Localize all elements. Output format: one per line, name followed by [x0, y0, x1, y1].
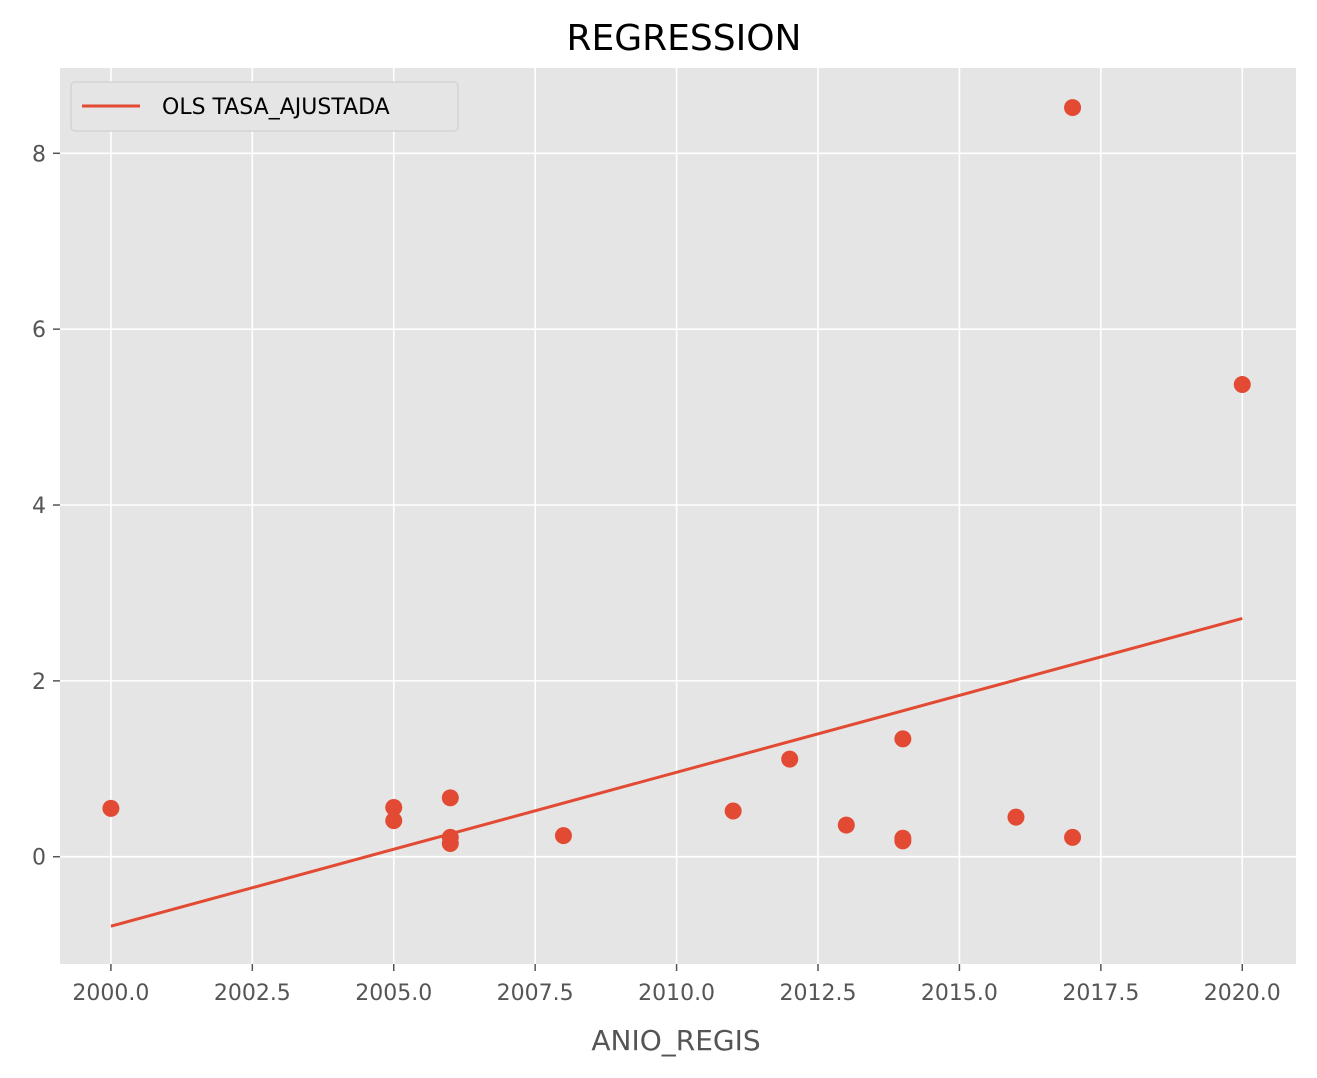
- x-tick-label: 2010.0: [638, 981, 715, 1006]
- scatter-point: [1233, 376, 1251, 394]
- y-tick-label: 4: [32, 494, 46, 519]
- scatter-point: [554, 827, 572, 845]
- scatter-point: [441, 835, 459, 853]
- x-tick-label: 2007.5: [497, 981, 574, 1006]
- y-tick-label: 0: [32, 846, 46, 871]
- y-tick-label: 6: [32, 318, 46, 343]
- plot-area: [60, 68, 1296, 964]
- scatter-point: [441, 789, 459, 807]
- x-tick-label: 2012.5: [780, 981, 857, 1006]
- scatter-points: [102, 99, 1251, 853]
- scatter-point: [837, 816, 855, 834]
- scatter-point: [894, 832, 912, 850]
- scatter-point: [1064, 828, 1082, 846]
- scatter-point: [1007, 808, 1025, 826]
- x-tick-label: 2015.0: [921, 981, 998, 1006]
- y-tick-label: 8: [32, 142, 46, 167]
- x-axis-label: ANIO_REGIS: [591, 1024, 760, 1057]
- scatter-point: [894, 730, 912, 748]
- ols-regression-line: [110, 616, 1243, 928]
- x-tick-label: 2005.0: [355, 981, 432, 1006]
- x-axis: 2000.0 2002.5 2005.0 2007.5 2010.0 2012.5 2015…: [72, 964, 1281, 1006]
- scatter-point: [102, 799, 120, 817]
- scatter-point: [1064, 99, 1082, 117]
- legend-label: OLS TASA_AJUSTADA: [162, 95, 390, 120]
- chart-title: REGRESSION: [566, 18, 801, 59]
- regression-line-layer: [110, 616, 1243, 928]
- scatter-point: [385, 798, 403, 816]
- y-tick-label: 2: [32, 670, 46, 695]
- legend: OLS TASA_AJUSTADA: [70, 81, 459, 132]
- x-tick-label: 2020.0: [1204, 981, 1281, 1006]
- y-axis: 0 2 4 6 8: [32, 142, 60, 871]
- x-tick-label: 2002.5: [214, 981, 291, 1006]
- legend-box: [70, 81, 459, 132]
- grid-lines: [60, 68, 1296, 964]
- scatter-point: [724, 802, 742, 820]
- x-tick-label: 2017.5: [1062, 981, 1139, 1006]
- scatter-point: [781, 750, 799, 768]
- x-tick-label: 2000.0: [72, 981, 149, 1006]
- scatter-point: [385, 812, 403, 830]
